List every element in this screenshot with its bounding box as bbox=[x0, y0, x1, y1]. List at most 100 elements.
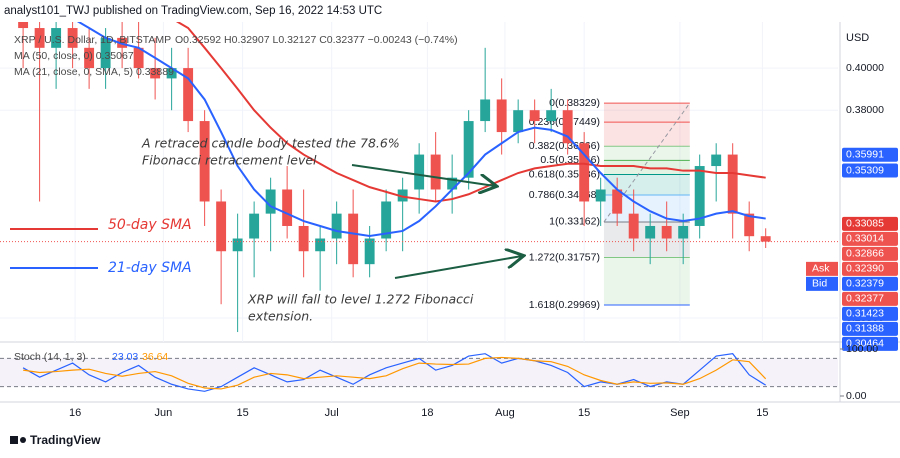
candle-body bbox=[760, 236, 771, 242]
x-tick-label: 15 bbox=[578, 407, 590, 419]
annotation: XRP will fall to level 1.272 Fibonacci bbox=[247, 292, 474, 307]
price-label bbox=[842, 261, 898, 276]
stoch-title: Stoch (14, 1, 3) bbox=[14, 351, 86, 363]
candle-body bbox=[496, 99, 507, 133]
candle-body bbox=[51, 28, 62, 48]
candle-body bbox=[513, 110, 524, 133]
candle-body bbox=[579, 143, 590, 202]
candle-body bbox=[480, 99, 491, 122]
candle-body bbox=[612, 189, 623, 214]
stoch-line bbox=[23, 356, 767, 390]
price-label-text: 0.31423 bbox=[846, 308, 884, 320]
footer: TradingView bbox=[30, 433, 101, 447]
price-label-text: 0.31388 bbox=[846, 323, 884, 335]
overlay: A retraced candle body tested the 78.6% F… bbox=[10, 136, 522, 324]
annotation: 21-day SMA bbox=[108, 260, 192, 276]
price-label bbox=[842, 321, 898, 336]
candle-body bbox=[84, 47, 95, 69]
candle-body bbox=[727, 154, 738, 214]
price-label bbox=[842, 246, 898, 261]
candle-body bbox=[529, 110, 540, 122]
candle-body bbox=[67, 28, 78, 48]
quote-tag-text: Ask bbox=[812, 263, 830, 275]
candle-body bbox=[430, 154, 441, 190]
price-label bbox=[842, 163, 898, 178]
annotation: A retraced candle body tested the 78.6% bbox=[141, 136, 400, 151]
fib-label: 0(0.38329) bbox=[549, 97, 600, 109]
x-tick-label: Aug bbox=[495, 407, 515, 419]
candle-body bbox=[282, 189, 293, 226]
candle-body bbox=[562, 110, 573, 144]
candle-body bbox=[150, 68, 161, 79]
candle-body bbox=[34, 28, 45, 48]
price-label bbox=[842, 291, 898, 306]
candle-body bbox=[678, 225, 689, 239]
currency: USD bbox=[846, 32, 869, 44]
legend-text: MA (21, close, 0, SMA, 5) 0.33889 bbox=[14, 66, 174, 78]
candle-body bbox=[298, 225, 309, 252]
fib-label: 1.272(0.31757) bbox=[529, 251, 600, 263]
price-label bbox=[842, 216, 898, 231]
candle-body bbox=[744, 213, 755, 237]
quote-tag bbox=[806, 261, 838, 276]
stoch-tick-label: 100.00 bbox=[846, 343, 878, 355]
arrow bbox=[351, 164, 495, 186]
x-tick-label: 18 bbox=[421, 407, 433, 419]
candle-body bbox=[414, 154, 425, 190]
price-label bbox=[842, 147, 898, 162]
candle-body bbox=[100, 37, 111, 69]
price-label-text: 0.33085 bbox=[846, 218, 884, 230]
candle-body bbox=[364, 238, 375, 265]
candle-body bbox=[546, 110, 557, 122]
stoch-value: 36.64 bbox=[142, 351, 168, 363]
price-label-text: 0.32866 bbox=[846, 248, 884, 260]
candle-body bbox=[183, 68, 194, 122]
fib-label: 1.618(0.29969) bbox=[529, 299, 600, 311]
candle-body bbox=[199, 121, 210, 202]
fib-zone bbox=[603, 146, 690, 161]
price-label-text: 0.35991 bbox=[846, 149, 884, 161]
candle-body bbox=[249, 213, 260, 239]
candle-body bbox=[265, 189, 276, 214]
fib-zone bbox=[603, 257, 690, 306]
candle-body bbox=[628, 213, 639, 239]
y-tick-label: 0.40000 bbox=[846, 62, 884, 74]
price-label-text: 0.32377 bbox=[846, 293, 884, 305]
annotation: Fibonacci retracement level bbox=[142, 153, 317, 168]
candle-body bbox=[447, 177, 458, 190]
stoch-value: 23.03 bbox=[112, 351, 138, 363]
candle-body bbox=[331, 213, 342, 239]
ma-line bbox=[76, 22, 766, 238]
annotation: 50-day SMA bbox=[108, 217, 192, 233]
fib-label: 0.786(0.34268) bbox=[529, 189, 600, 201]
fib-zone bbox=[603, 174, 690, 196]
candle-body bbox=[397, 189, 408, 202]
candle-body bbox=[166, 68, 177, 79]
x-tick-label: Jul bbox=[325, 407, 339, 419]
price-label-text: 0.30464 bbox=[846, 338, 884, 350]
x-tick-label: 15 bbox=[236, 407, 248, 419]
candle-body bbox=[216, 201, 227, 252]
candle-body bbox=[711, 154, 722, 167]
x-tick-label: 15 bbox=[756, 407, 768, 419]
price-label bbox=[842, 306, 898, 321]
candle-body bbox=[694, 166, 705, 226]
arrow bbox=[394, 256, 522, 279]
quote-tag bbox=[806, 276, 838, 291]
price-pane: 0(0.38329)0.236(0.37449)0.382(0.36366)0.… bbox=[0, 22, 838, 342]
header: analyst101_TWJ published on TradingView.… bbox=[4, 5, 382, 17]
legend-text: XRP / U.S. Dollar, 1D, BITSTAMP bbox=[14, 34, 171, 46]
fib-zone bbox=[603, 103, 690, 123]
stoch-tick-label: 0.00 bbox=[846, 390, 867, 402]
candle-body bbox=[133, 47, 144, 69]
annotation: extension. bbox=[248, 309, 313, 324]
price-label-text: 0.32390 bbox=[846, 263, 884, 275]
y-tick-label: 0.38000 bbox=[846, 104, 884, 116]
price-label bbox=[842, 336, 898, 351]
candle-body bbox=[18, 22, 29, 29]
logo bbox=[10, 436, 26, 444]
price-label-text: 0.32379 bbox=[846, 278, 884, 290]
candle-body bbox=[381, 201, 392, 239]
legend-text: MA (50, close, 0) 0.35067 bbox=[14, 50, 134, 62]
